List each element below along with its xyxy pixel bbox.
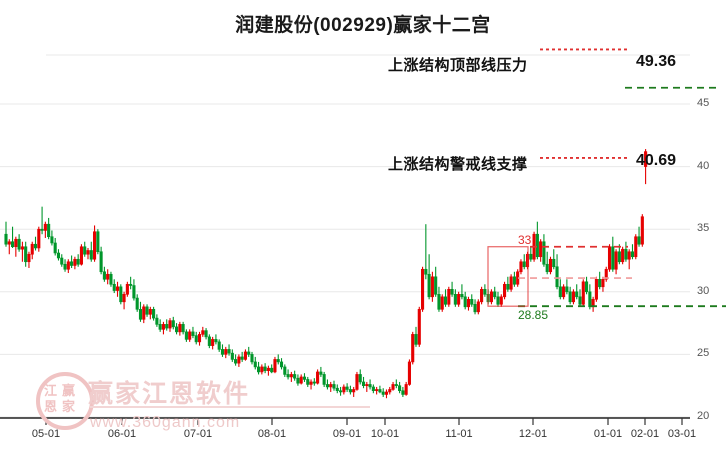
y-axis-tick-30: 30 <box>697 284 710 297</box>
support-warning-value: 40.69 <box>636 152 677 169</box>
x-axis-tick-09-01: 09-01 <box>332 428 362 440</box>
x-axis-tick-01-01: 01-01 <box>593 428 623 440</box>
x-axis-tick-06-01: 06-01 <box>107 428 137 440</box>
x-axis-tick-10-01: 10-01 <box>370 428 400 440</box>
x-axis-tick-03-01: 03-01 <box>667 428 697 440</box>
y-axis-tick-40: 40 <box>697 159 710 172</box>
box-lower-label: 28.85 <box>518 308 549 322</box>
y-axis-tick-35: 35 <box>697 222 710 235</box>
x-axis-tick-07-01: 07-01 <box>183 428 213 440</box>
resistance-top-label: 上涨结构顶部线压力 <box>388 57 528 74</box>
support-warning-label: 上涨结构警戒线支撑 <box>388 156 528 173</box>
x-axis-tick-08-01: 08-01 <box>257 428 287 440</box>
x-axis-tick-02-01: 02-01 <box>630 428 660 440</box>
x-axis-tick-11-01: 11-01 <box>445 428 473 440</box>
box-upper-label: 33 <box>518 233 532 247</box>
x-axis-tick-05-01: 05-01 <box>31 428 61 440</box>
y-axis-tick-45: 45 <box>697 97 710 109</box>
resistance-top-value: 49.36 <box>636 53 677 70</box>
x-axis-tick-12-01: 12-01 <box>518 428 548 440</box>
y-axis-tick-20: 20 <box>697 410 710 422</box>
y-axis-tick-25: 25 <box>697 347 710 360</box>
page-title: 润建股份(002929)赢家十二宫 <box>235 15 491 36</box>
